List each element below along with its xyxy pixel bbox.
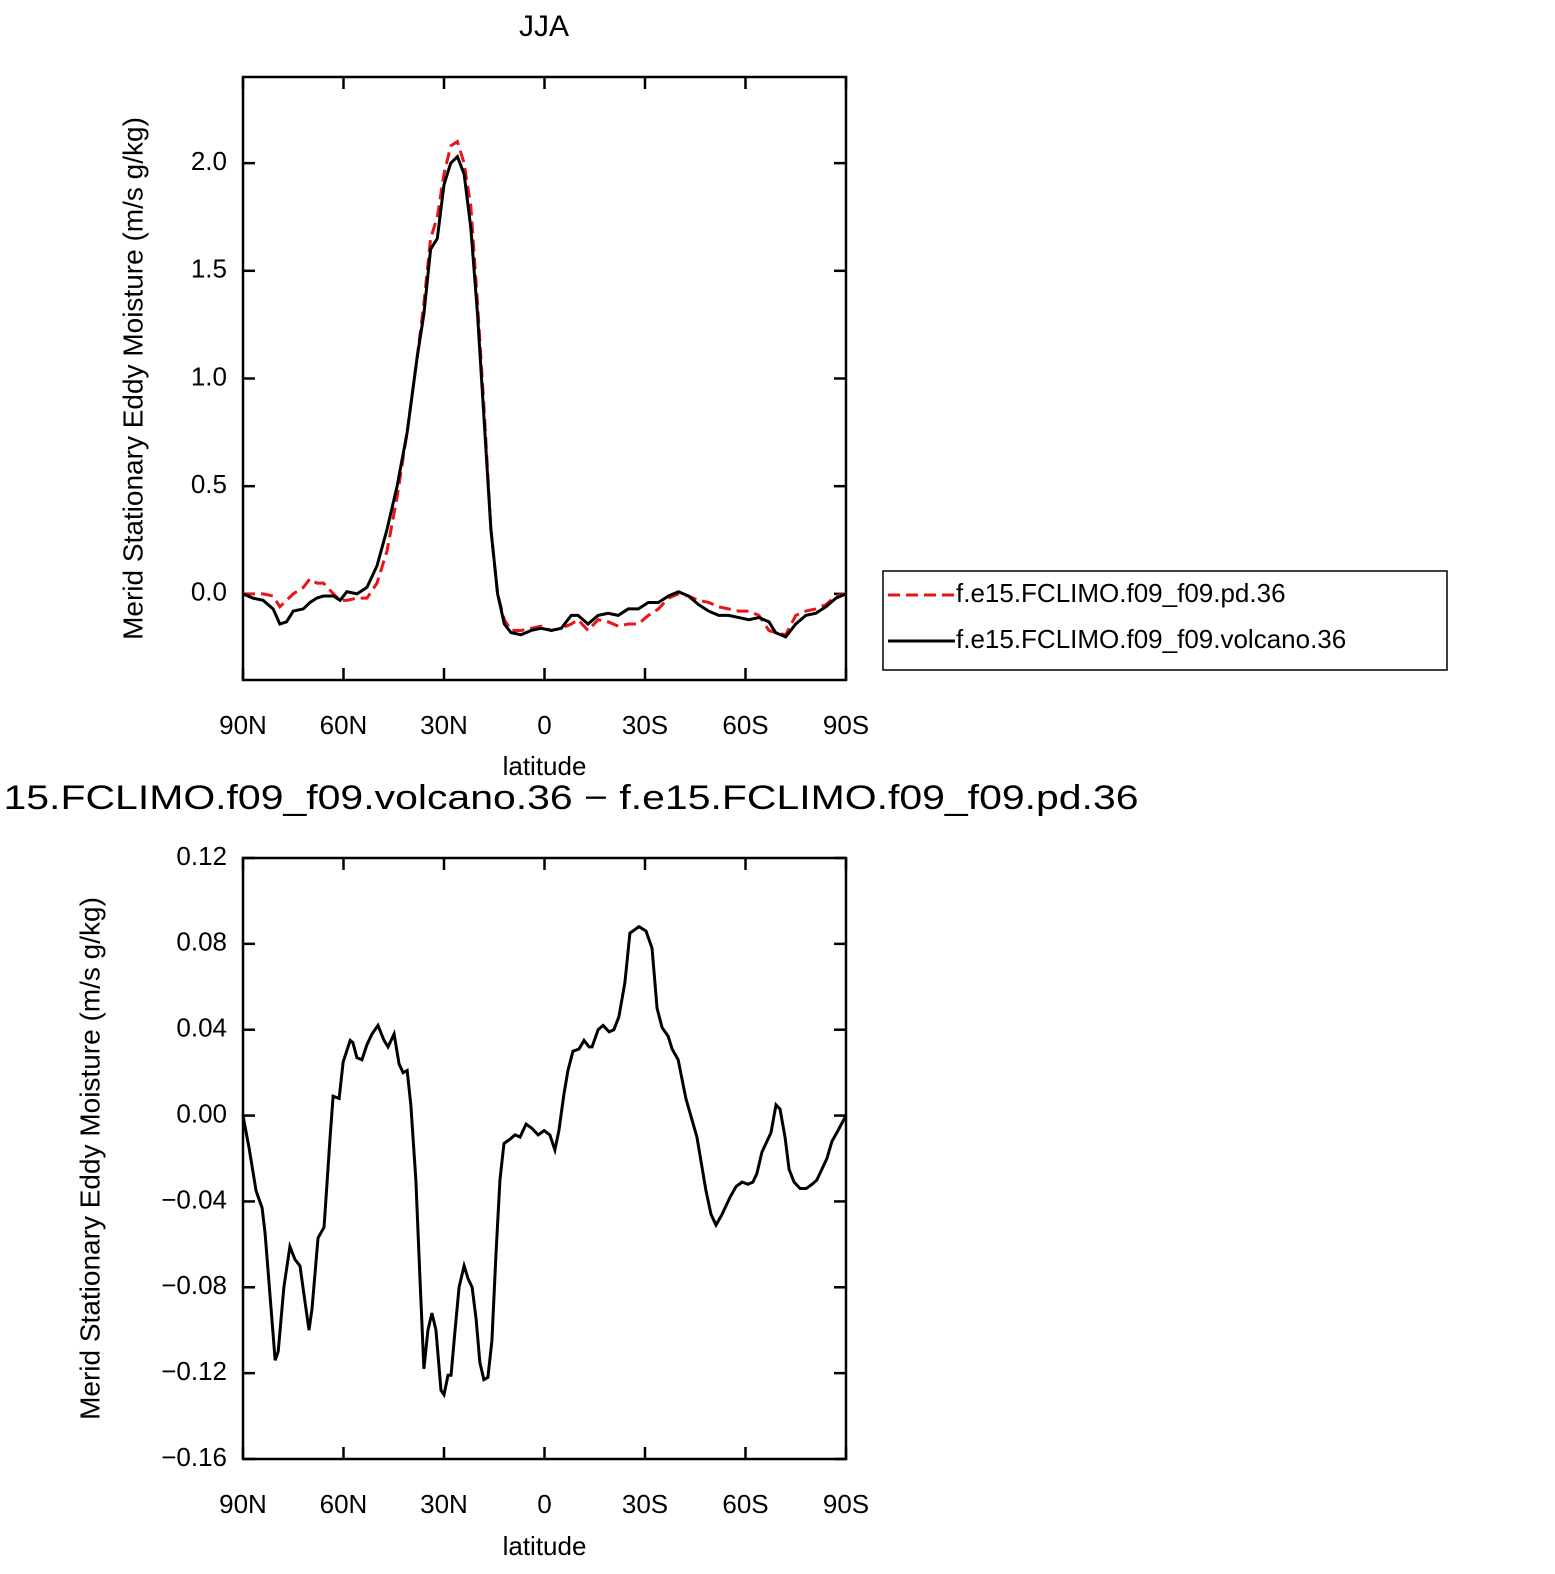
x-tick-label: 0: [537, 1489, 551, 1519]
x-tick-label: 30S: [622, 710, 668, 740]
y-tick-label: −0.16: [161, 1442, 227, 1472]
x-tick-label: 60N: [320, 710, 368, 740]
y-tick-label: 0.5: [191, 469, 227, 499]
x-tick-label: 0: [537, 710, 551, 740]
plot-frame: [241, 75, 848, 682]
data-line: [242, 154, 847, 639]
x-tick-label: 60S: [722, 1489, 768, 1519]
y-axis-label: Merid Stationary Eddy Moisture (m/s g/kg…: [117, 117, 148, 640]
legend-label: f.e15.FCLIMO.f09_f09.pd.36: [956, 578, 1286, 608]
x-tick-label: 30S: [622, 1489, 668, 1519]
y-axis-label: Merid Stationary Eddy Moisture (m/s g/kg…: [74, 897, 105, 1420]
x-tick-label: 90S: [823, 1489, 869, 1519]
x-tick-label: 90N: [219, 1489, 267, 1519]
x-tick-label: 90N: [219, 710, 267, 740]
x-axis-label: latitude: [503, 1531, 587, 1561]
legend-box: [882, 570, 1448, 671]
chart-title: 15.FCLIMO.f09_f09.volcano.36 − f.e15.FCL…: [4, 779, 1139, 817]
data-line: [243, 139, 847, 637]
y-tick-label: −0.12: [161, 1356, 227, 1386]
y-tick-label: 0.08: [176, 927, 227, 957]
y-tick-label: 2.0: [191, 146, 227, 176]
y-tick-label: 0.0: [191, 577, 227, 607]
data-line: [241, 924, 848, 1399]
y-tick-label: 1.5: [191, 254, 227, 284]
chart-title: JJA: [519, 10, 569, 43]
x-axis-label: latitude: [503, 751, 587, 781]
plot-frame: [241, 856, 848, 1461]
x-tick-label: 90S: [823, 710, 869, 740]
x-tick-label: 60N: [320, 1489, 368, 1519]
x-tick-label: 30N: [420, 710, 468, 740]
y-tick-label: 1.0: [191, 361, 227, 391]
legend-label: f.e15.FCLIMO.f09_f09.volcano.36: [956, 624, 1346, 654]
x-tick-label: 60S: [722, 710, 768, 740]
y-tick-label: −0.04: [161, 1184, 227, 1214]
y-tick-label: 0.12: [176, 841, 227, 871]
y-tick-label: 0.04: [176, 1013, 227, 1043]
y-tick-label: −0.08: [161, 1270, 227, 1300]
x-tick-label: 30N: [420, 1489, 468, 1519]
y-tick-label: 0.00: [176, 1098, 227, 1128]
